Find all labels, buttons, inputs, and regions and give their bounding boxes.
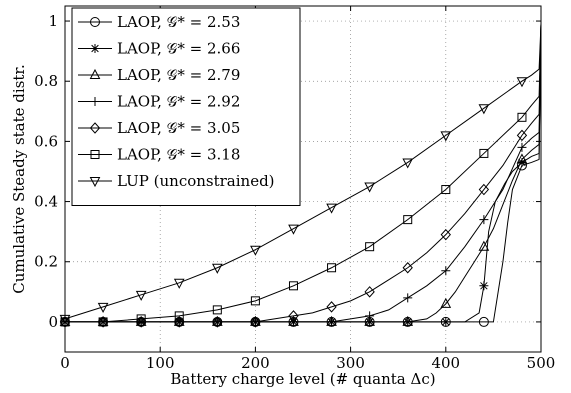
data-point [403, 215, 413, 225]
data-point [365, 311, 375, 321]
legend-label: LAOP, 𝒢* = 2.92 [117, 93, 240, 111]
legend-box [71, 7, 301, 206]
data-point [517, 112, 527, 122]
data-point [478, 316, 489, 327]
series-layer [59, 24, 542, 328]
legend-label: LAOP, 𝒢* = 2.53 [117, 13, 240, 31]
legend: LAOP, 𝒢* = 2.53 LAOP, 𝒢* = 2.66 LAOP, 𝒢* =… [71, 7, 301, 206]
data-point [364, 315, 375, 326]
y-tick-label: 0.4 [34, 193, 58, 211]
data-point [174, 311, 184, 321]
data-point [478, 240, 490, 251]
data-point [212, 305, 222, 315]
data-point [517, 142, 527, 152]
data-point [364, 182, 375, 193]
data-point [403, 293, 413, 303]
x-tick-label: 100 [146, 354, 175, 372]
plot-frame [64, 5, 542, 353]
data-point [136, 314, 146, 324]
legend-label: LAOP, 𝒢* = 2.66 [117, 40, 240, 58]
legend-entry: LAOP, 𝒢* = 2.92 [78, 93, 240, 111]
series-7 [59, 24, 542, 325]
series-line [65, 24, 542, 323]
x-tick-label: 200 [241, 354, 270, 372]
y-tick-label: 0.2 [34, 253, 58, 271]
legend-marker [89, 68, 101, 79]
y-tick-label: 0.6 [34, 132, 58, 150]
x-tick-label: 300 [336, 354, 365, 372]
data-point [327, 263, 337, 273]
data-point [402, 158, 414, 169]
data-point [365, 242, 375, 252]
data-point [212, 316, 223, 328]
series-line [65, 24, 542, 323]
data-point [288, 281, 298, 291]
data-point [402, 262, 413, 274]
data-point [250, 316, 261, 328]
data-point [250, 296, 260, 306]
legend-entry: LAOP, 𝒢* = 2.53 [78, 13, 240, 31]
data-point [211, 263, 223, 274]
data-point [441, 266, 451, 276]
data-point [326, 203, 337, 214]
legend-label: LUP (unconstrained) [117, 172, 275, 190]
data-point [135, 290, 147, 301]
data-point [98, 317, 108, 327]
legend-label: LAOP, 𝒢* = 2.79 [117, 66, 240, 84]
legend-entry: LUP (unconstrained) [78, 172, 275, 190]
data-point [478, 183, 490, 196]
data-point [441, 185, 451, 195]
legend-entry: LAOP, 𝒢* = 2.79 [78, 66, 240, 84]
data-point [440, 131, 452, 142]
y-tick-label: 1 [48, 12, 58, 30]
series-5 [59, 24, 542, 328]
data-point [97, 316, 109, 328]
series-line [65, 24, 542, 323]
data-point [327, 317, 337, 327]
legend-label: LAOP, 𝒢* = 3.18 [117, 146, 240, 164]
legend-entry: LAOP, 𝒢* = 2.66 [78, 40, 240, 58]
data-point [516, 77, 528, 88]
legend-marker [90, 17, 100, 27]
legend-marker [90, 44, 100, 53]
data-point [479, 281, 489, 291]
legend-marker [90, 150, 100, 159]
legend-marker [89, 122, 101, 134]
data-point [516, 153, 528, 164]
x-tick-label: 400 [431, 354, 460, 372]
y-axis-label: Cumulative Steady state distr. [10, 64, 28, 293]
data-point [250, 245, 261, 256]
legend-marker [90, 97, 100, 106]
legend-entry: LAOP, 𝒢* = 3.05 [78, 119, 240, 137]
data-point [479, 215, 489, 225]
y-tick-label: 0.8 [34, 72, 58, 90]
series-line [65, 24, 542, 323]
data-point [364, 286, 375, 298]
x-axis-label: Battery charge level (# quanta Δc) [170, 370, 435, 388]
data-point [516, 129, 528, 142]
data-point [135, 316, 147, 328]
data-point [288, 317, 298, 327]
x-tick-label: 500 [527, 354, 556, 372]
data-point [479, 148, 489, 158]
legend-entry: LAOP, 𝒢* = 3.18 [78, 146, 240, 164]
legend-marker [89, 177, 101, 188]
x-tick-label: 0 [60, 354, 70, 372]
y-tick-label: 0 [48, 313, 58, 331]
data-point [326, 301, 337, 313]
data-point [440, 297, 452, 308]
series-line [65, 24, 542, 323]
data-point [288, 310, 299, 322]
data-point [402, 315, 414, 326]
data-point [441, 317, 451, 327]
series-4 [60, 24, 542, 327]
data-point [288, 224, 299, 235]
data-point [173, 278, 185, 289]
legend-label: LAOP, 𝒢* = 3.05 [117, 119, 240, 137]
data-point [97, 302, 109, 313]
data-point [440, 228, 451, 241]
data-point [478, 104, 490, 115]
